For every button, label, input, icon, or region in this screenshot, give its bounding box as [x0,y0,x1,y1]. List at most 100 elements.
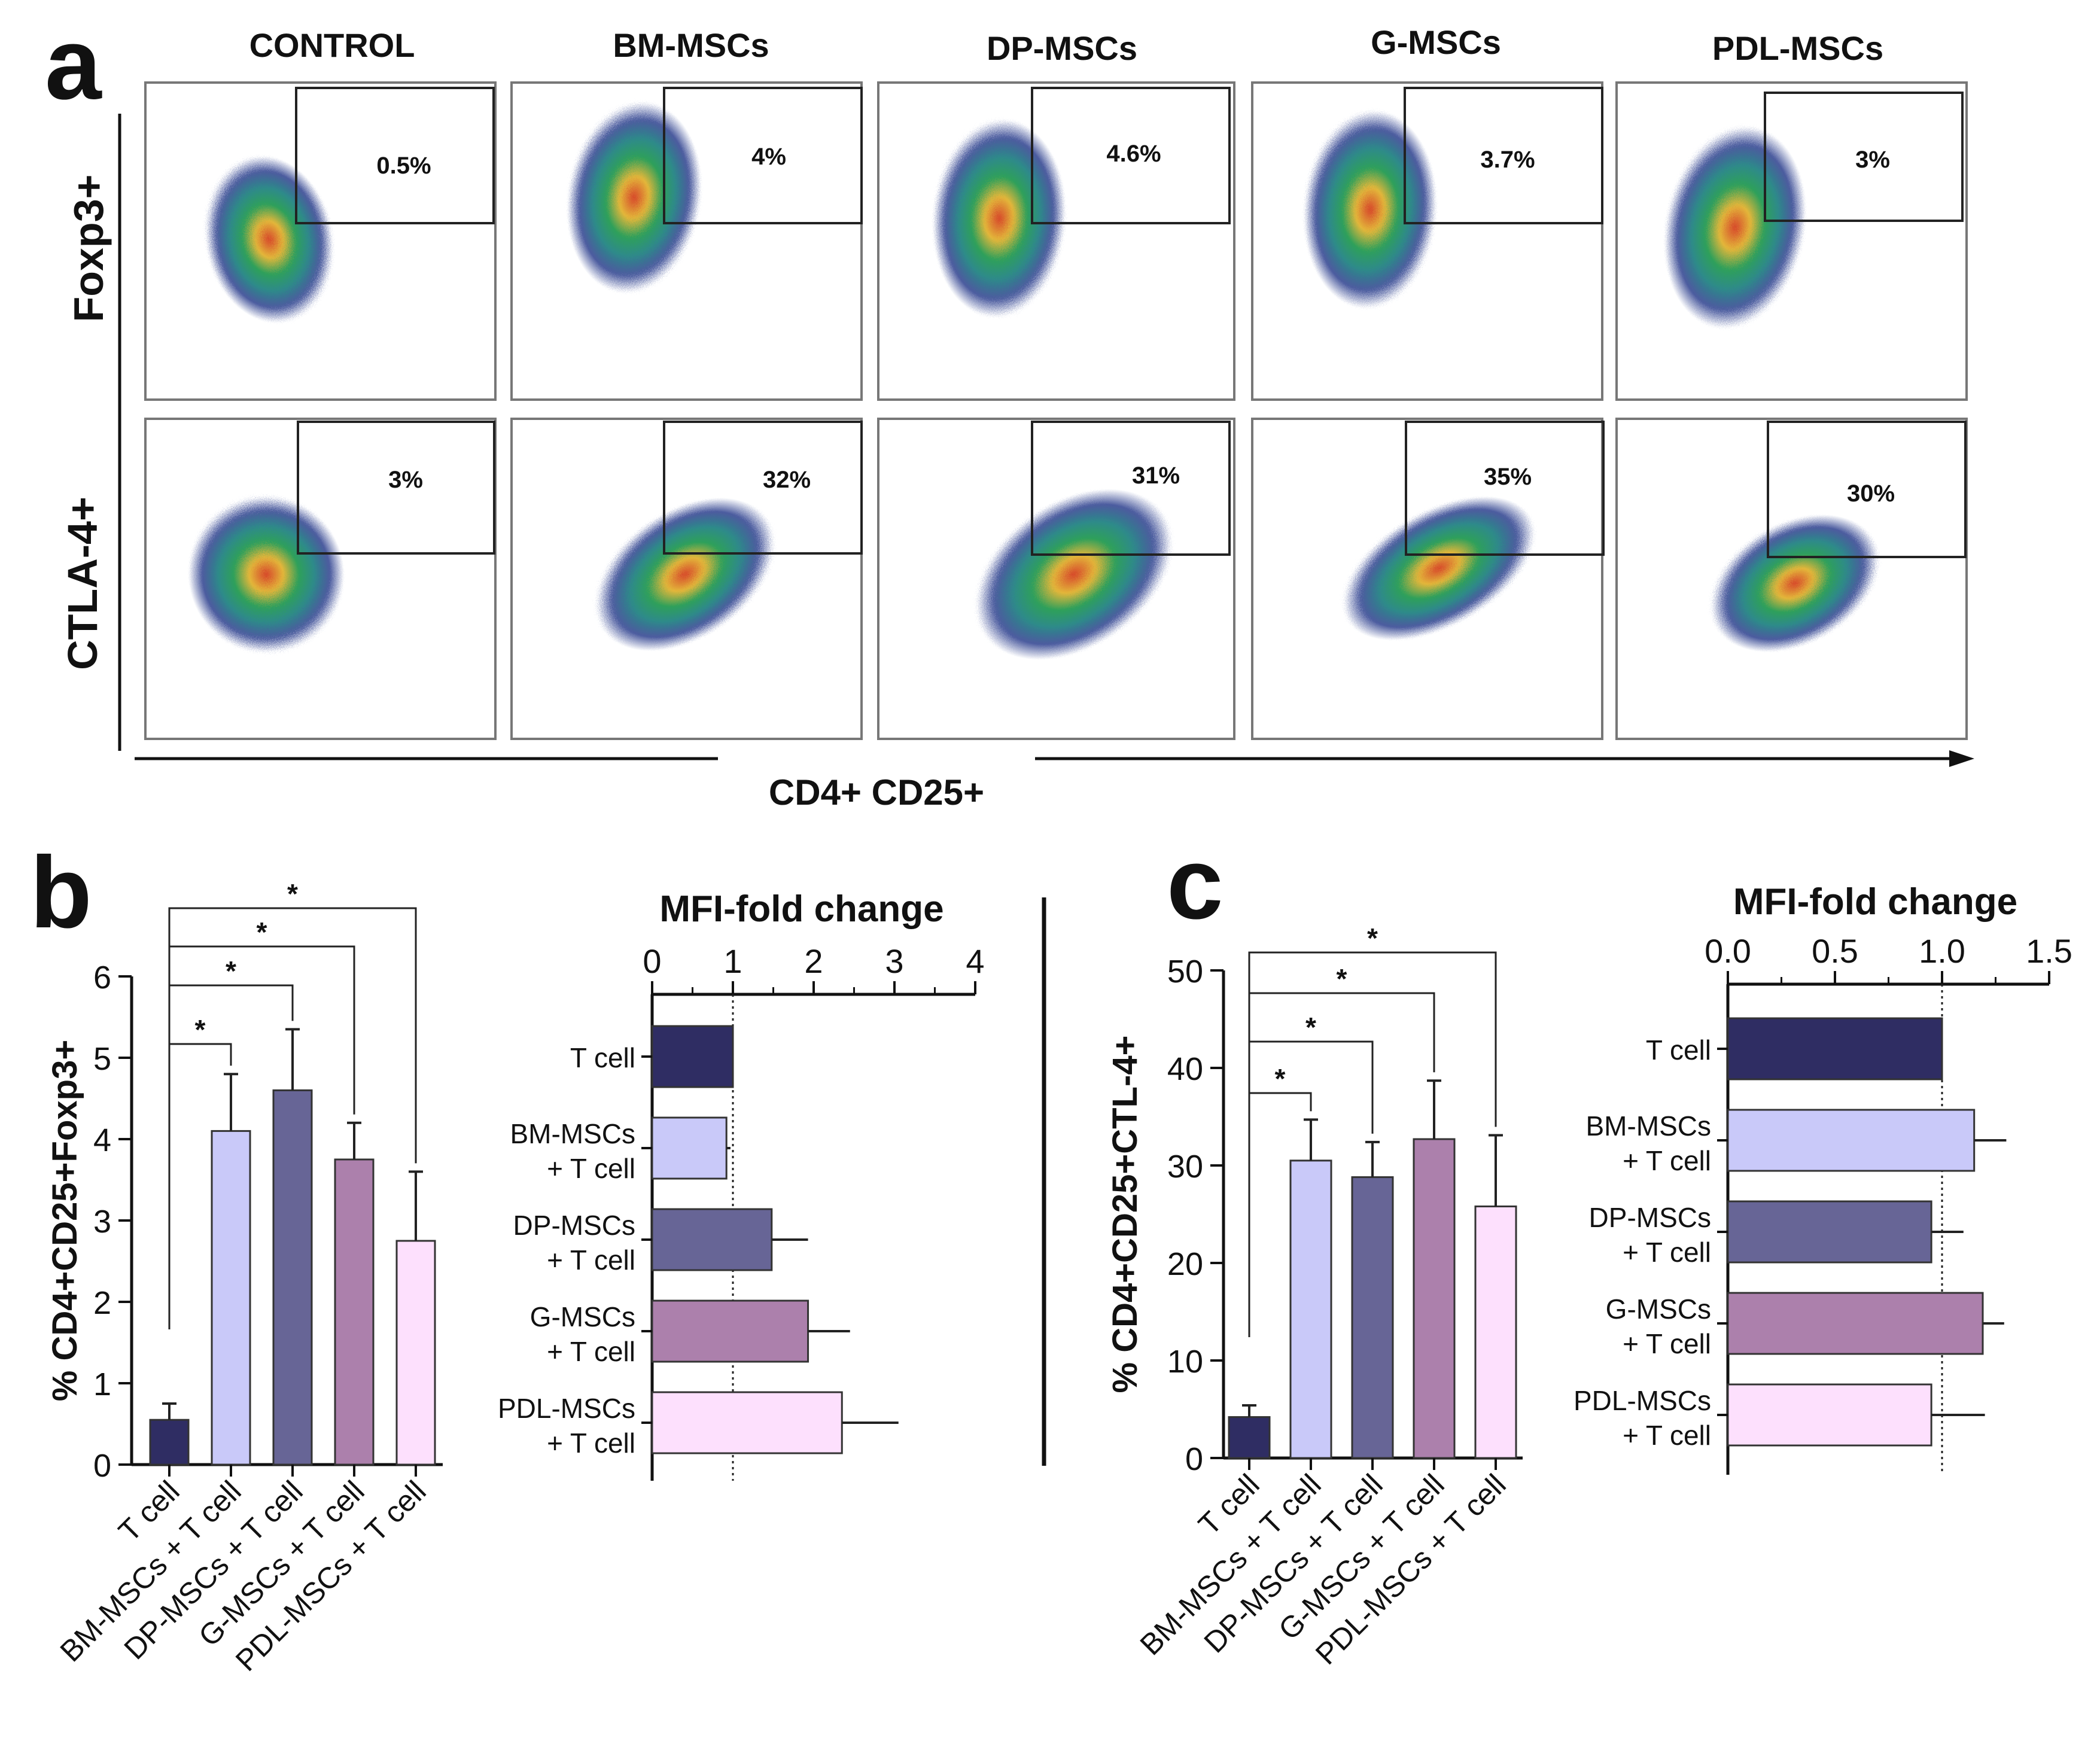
significance-star: * [195,1014,206,1045]
y-category-label: T cell [570,1042,635,1073]
cell-population-density [1344,496,1534,641]
gate-percentage: 35% [1484,464,1532,490]
panel-label-a: a [45,7,102,121]
cell-population-density [205,156,333,323]
flow-plot: 32% [510,418,863,740]
mfi-title: MFI-fold change [1733,881,2017,923]
bar [395,1240,436,1466]
gate-percentage: 3% [388,467,423,493]
bar [651,1391,843,1454]
significance-star: * [1367,923,1378,954]
bar [1413,1138,1456,1459]
y-category-label: DP-MSCs [513,1210,635,1241]
column-headers: CONTROL BM-MSCs DP-MSCs G-MSCs PDL-MSCs [249,23,1884,67]
y-tick-label: 6 [93,960,111,996]
x-tick-label: 1.0 [1919,932,1965,970]
gate-percentage: 32% [763,467,811,493]
y-category-label: BM-MSCs [510,1118,635,1149]
bar [1727,1292,1984,1355]
y-tick-label: 40 [1167,1051,1203,1087]
flow-plot: 30% [1615,418,1968,740]
cell-population-density [567,102,701,293]
cell-population-density [188,497,344,652]
y-tick-label: 0 [1185,1441,1203,1477]
flow-plot-grid: 0.5% 4% 4.6% 3.7% 3% 3% 32% 31% 35% 30% [144,81,1968,740]
y-tick-label: 10 [1167,1344,1203,1380]
gate-box [663,87,863,224]
y-axis-label: % CD4+CD25+Foxp3+ [45,1040,84,1401]
gate-box [1764,92,1964,222]
gate-percentage: 30% [1847,480,1895,507]
cell-population-density [1711,515,1879,652]
y-category-label: + T cell [547,1428,635,1459]
y-category-label: PDL-MSCs [1574,1385,1711,1416]
flow-plot: 0.5% [144,81,497,401]
y-category-label: + T cell [1623,1420,1711,1451]
x-tick-label: 1.5 [2026,932,2072,970]
gate-box [297,421,495,555]
panel-label-b: b [30,836,92,949]
x-tick-label: 0 [643,942,661,980]
bar [651,1116,728,1180]
gate-box [1031,87,1231,224]
y-tick-label: 0 [93,1448,111,1484]
cell-population-density [1664,127,1806,328]
y-tick-label: 4 [93,1122,111,1158]
x-tick-label: 4 [966,942,984,980]
x-axis-arrow [135,750,1974,767]
y-tick-label: 20 [1167,1246,1203,1282]
gate-percentage: 31% [1132,462,1180,489]
gate-box [1767,421,1967,558]
flow-plot: 4% [510,81,863,401]
cell-population-density [1304,111,1436,308]
gate-percentage: 3% [1855,147,1890,173]
y-category-label: G-MSCs [1606,1293,1711,1325]
gate-percentage: 3.7% [1480,147,1535,173]
y-tick-label: 3 [93,1204,111,1240]
y-tick-label: 2 [93,1285,111,1321]
y-tick-label: 1 [93,1366,111,1402]
bar [211,1130,251,1466]
significance-bracket [1248,951,1497,1337]
bar [1474,1205,1517,1459]
significance-bracket [1248,992,1435,1337]
y-tick-label: 50 [1167,954,1203,990]
significance-star: * [1305,1012,1316,1043]
y-category-label: + T cell [1623,1237,1711,1268]
y-tick-label: 5 [93,1041,111,1077]
significance-bracket [168,945,355,1329]
cell-population-density [596,498,774,651]
bar [272,1089,313,1466]
gate-box [1405,421,1605,556]
bar [651,1208,773,1271]
y-axis-label: % CD4+CD25+CTL-4+ [1106,1036,1145,1393]
flow-plot: 35% [1251,418,1605,740]
y-category-label: + T cell [547,1336,635,1367]
significance-bracket [168,907,417,1329]
bar [149,1419,190,1466]
significance-star: * [287,878,298,909]
flow-plot: 3% [144,418,497,740]
flow-plot: 3% [1615,81,1968,401]
x-tick-label: 0.0 [1705,932,1751,970]
cell-population-density [976,489,1171,660]
y-tick-label: 30 [1167,1149,1203,1185]
bar [1727,1383,1932,1447]
column-header: DP-MSCs [987,29,1137,67]
panel-c-mfi-chart: MFI-fold change 0.0 0.5 1.0 1.5 T cell BM-MSCs… [1574,881,2072,1475]
panel-label-c: c [1167,827,1224,940]
significance-star: * [257,917,267,948]
flow-plot: 3.7% [1251,81,1603,401]
x-tick-label: 1 [723,942,742,980]
significance-star: * [226,955,236,987]
gate-box [1404,87,1603,224]
gate-box [1031,421,1231,556]
gate-percentage: 4.6% [1106,141,1161,167]
bar [1727,1200,1932,1264]
bar [1351,1176,1394,1459]
gate-percentage: 0.5% [376,153,431,179]
row-label-ctla4: CTLA-4+ [59,497,106,670]
